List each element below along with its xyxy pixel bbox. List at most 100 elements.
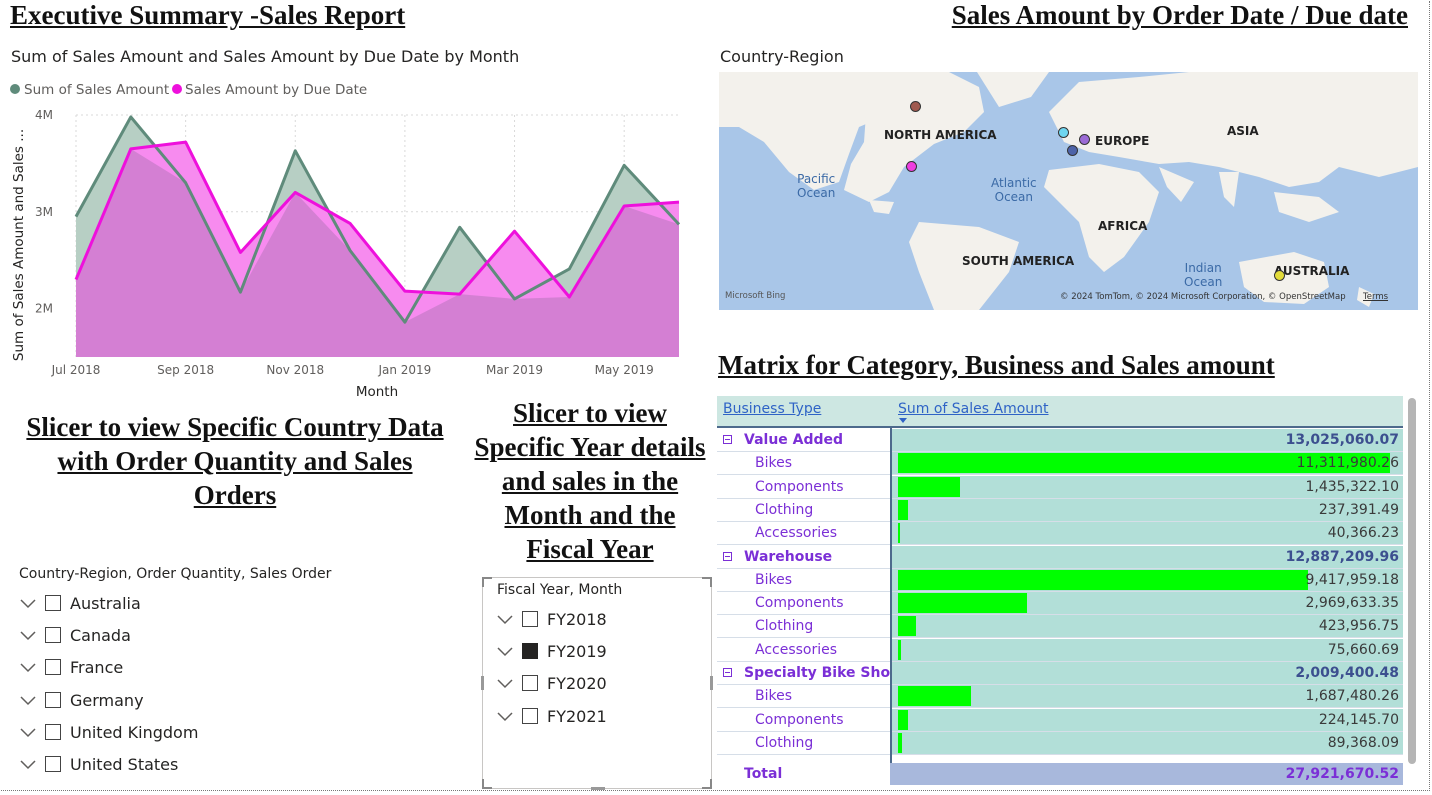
central-america [869, 200, 894, 214]
map-bubble-united-kingdom[interactable] [1058, 127, 1069, 138]
legend-label-sales: Sum of Sales Amount [24, 82, 169, 98]
collapse-icon[interactable] [723, 435, 732, 444]
year-item-fy2019[interactable]: FY2019 [496, 639, 607, 663]
matrix-row[interactable]: Accessories 75,660.69 [717, 638, 1403, 662]
country-item-australia[interactable]: Australia [19, 591, 141, 615]
fiscal-year-slicer[interactable]: Fiscal Year, Month FY2018 FY2019 FY2020 … [481, 577, 713, 790]
chevron-down-icon[interactable] [496, 674, 514, 692]
checkbox[interactable] [45, 595, 61, 611]
country-slicer-title: Country-Region, Order Quantity, Sales Or… [19, 566, 332, 582]
area-chart[interactable]: Sum of Sales Amount Sales Amount by Due … [0, 75, 700, 405]
matrix-group-row[interactable]: Warehouse 12,887,209.96 [717, 545, 1403, 569]
matrix-row[interactable]: Bikes 1,687,480.26 [717, 685, 1403, 709]
collapse-icon[interactable] [723, 551, 732, 561]
matrix-scrollbar[interactable] [1408, 398, 1416, 764]
checkbox[interactable] [45, 756, 61, 772]
row-header-cell: Accessories [717, 522, 890, 546]
checkbox[interactable] [45, 659, 61, 675]
resize-handle[interactable] [481, 676, 484, 690]
x-tick-label: May 2019 [595, 363, 654, 377]
chevron-down-icon[interactable] [19, 755, 37, 773]
line-due-date[interactable] [74, 140, 680, 299]
resize-corner[interactable] [702, 779, 712, 789]
x-tick-label: Nov 2018 [266, 363, 324, 377]
legend-marker-due-date [172, 84, 182, 94]
map-label-atlantic-ocean: Atlantic Ocean [991, 176, 1037, 204]
collapse-icon[interactable] [723, 668, 732, 677]
map-label-pacific-ocean: Pacific Ocean [797, 172, 836, 200]
matrix-row[interactable]: Bikes 11,311,980.26 [717, 452, 1403, 476]
value-cell: 11,311,980.26 [890, 452, 1403, 476]
country-item-canada[interactable]: Canada [19, 623, 131, 647]
chevron-down-icon[interactable] [19, 723, 37, 741]
checkbox[interactable] [45, 724, 61, 740]
country-region-map[interactable]: NORTH AMERICA EUROPE ASIA AFRICA SOUTH A… [719, 72, 1418, 310]
column-header-business-type[interactable]: Business Type [723, 401, 822, 417]
matrix-row[interactable]: Bikes 9,417,959.18 [717, 568, 1403, 592]
matrix-row[interactable]: Clothing 423,956.75 [717, 615, 1403, 639]
resize-corner[interactable] [702, 577, 712, 587]
business-type-label: Warehouse [744, 548, 833, 565]
chart-legend[interactable]: Sum of Sales Amount Sales Amount by Due … [10, 82, 367, 98]
chevron-down-icon[interactable] [19, 658, 37, 676]
chevron-down-icon[interactable] [19, 691, 37, 709]
sort-descending-icon[interactable] [899, 418, 907, 424]
map-terms-link[interactable]: Terms [1363, 292, 1389, 302]
value-cell: 89,368.09 [890, 731, 1403, 755]
chevron-down-icon[interactable] [496, 610, 514, 628]
matrix-group-row[interactable]: Value Added 13,025,060.07 [717, 429, 1403, 452]
matrix-row[interactable]: Clothing 89,368.09 [717, 731, 1403, 755]
country-slicer-heading: Slicer to view Specific Country Data wit… [26, 412, 444, 510]
matrix-row[interactable]: Components 1,435,322.10 [717, 475, 1403, 499]
matrix-row[interactable]: Clothing 237,391.49 [717, 498, 1403, 522]
country-item-france[interactable]: France [19, 655, 123, 679]
year-label: FY2018 [547, 609, 607, 629]
map-bubble-canada[interactable] [910, 101, 921, 112]
resize-handle[interactable] [710, 676, 713, 690]
checkbox-checked[interactable] [522, 643, 538, 659]
checkbox[interactable] [45, 627, 61, 643]
country-item-germany[interactable]: Germany [19, 688, 144, 712]
value-cell: 40,366.23 [890, 522, 1403, 546]
value-cell: 224,145.70 [890, 708, 1403, 732]
checkbox[interactable] [522, 708, 538, 724]
data-bar [898, 499, 909, 520]
matrix-header: Business Type Sum of Sales Amount [717, 396, 1403, 428]
country-item-united-kingdom[interactable]: United Kingdom [19, 720, 198, 744]
column-header-sales-amount[interactable]: Sum of Sales Amount [898, 401, 1049, 417]
checkbox[interactable] [522, 675, 538, 691]
year-item-fy2018[interactable]: FY2018 [496, 607, 607, 631]
chevron-down-icon[interactable] [496, 642, 514, 660]
year-item-fy2020[interactable]: FY2020 [496, 671, 607, 695]
checkbox[interactable] [45, 692, 61, 708]
checkbox[interactable] [522, 611, 538, 627]
resize-corner[interactable] [482, 779, 492, 789]
y-axis-ticks: 4M 3M 2M [35, 108, 53, 316]
year-item-fy2021[interactable]: FY2021 [496, 704, 607, 728]
chevron-down-icon[interactable] [19, 626, 37, 644]
map-bubble-australia[interactable] [1274, 270, 1285, 281]
matrix-group-row[interactable]: Specialty Bike Shop 2,009,400.48 [717, 662, 1403, 685]
category-label: Bikes [755, 688, 793, 705]
year-label: FY2019 [547, 641, 607, 661]
north-america-west [719, 72, 909, 190]
north-america-east [844, 72, 984, 202]
data-bar [898, 732, 902, 753]
matrix-row[interactable]: Components 224,145.70 [717, 708, 1403, 732]
chevron-down-icon[interactable] [496, 707, 514, 725]
chevron-down-icon[interactable] [19, 594, 37, 612]
row-header-cell: Warehouse [717, 545, 890, 569]
map-bubble-united-states[interactable] [906, 161, 917, 172]
map-bubble-germany[interactable] [1079, 134, 1090, 145]
row-header-cell: Clothing [717, 731, 890, 755]
line-sales-amount[interactable] [74, 115, 681, 324]
map-bubble-france[interactable] [1067, 145, 1078, 156]
resize-corner[interactable] [482, 577, 492, 587]
matrix-row[interactable]: Accessories 40,366.23 [717, 522, 1403, 546]
subtotal-value: 13,025,060.07 [1285, 432, 1399, 448]
sales-matrix[interactable]: Business Type Sum of Sales Amount Value … [717, 396, 1403, 785]
business-type-label: Value Added [744, 432, 844, 448]
country-item-united-states[interactable]: United States [19, 752, 178, 776]
resize-handle[interactable] [591, 787, 605, 790]
matrix-row[interactable]: Components 2,969,633.35 [717, 592, 1403, 616]
